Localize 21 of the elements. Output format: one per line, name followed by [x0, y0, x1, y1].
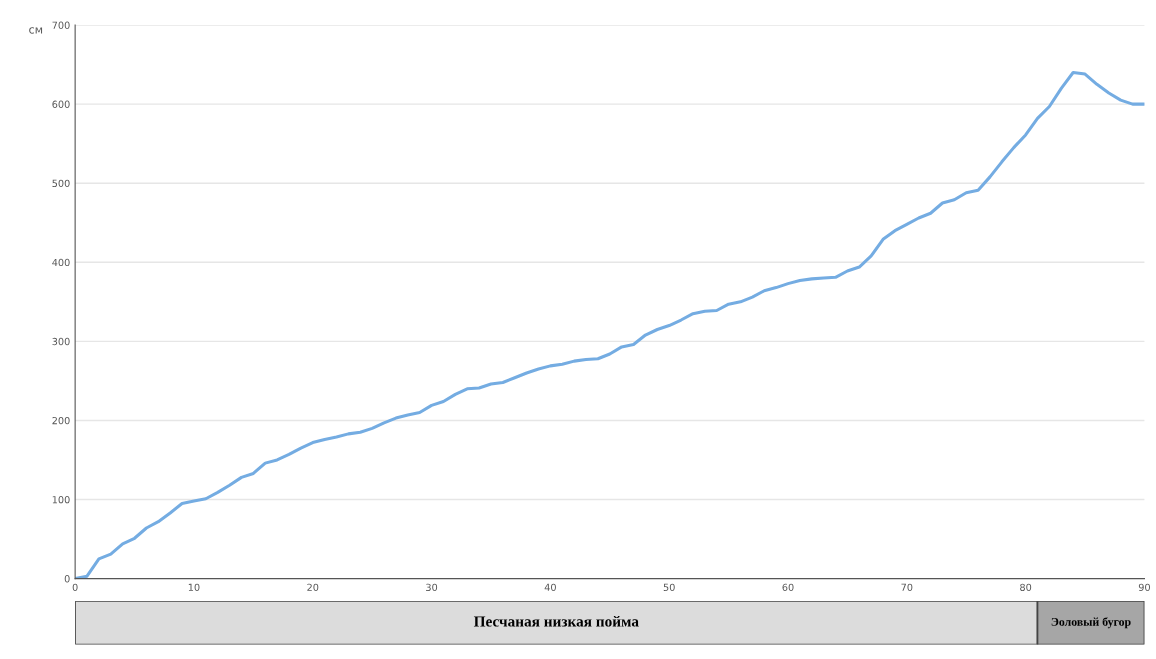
x-tick-label: 70	[901, 583, 913, 591]
x-tick-label: 80	[1020, 583, 1032, 591]
y-tick-label: 500	[52, 179, 70, 188]
y-tick-label: 700	[52, 21, 70, 29]
y-tick-label: 300	[52, 337, 70, 346]
x-tick-label: 50	[663, 583, 675, 591]
series-label: Эоловый бугор	[1051, 617, 1131, 629]
x-tick-label: 40	[544, 583, 556, 591]
y-tick-label: 200	[52, 416, 70, 425]
x-tick-label: 20	[307, 583, 319, 591]
x-tick-label: 10	[188, 583, 200, 591]
x-tick-label: 60	[782, 583, 794, 591]
y-tick-label: 100	[52, 496, 70, 504]
x-tick-label: 0	[72, 583, 78, 591]
series-label: Песчаная низкая пойма	[473, 615, 639, 627]
x-tick-label: 90	[1138, 583, 1150, 591]
x-tick-label: 30	[426, 583, 438, 591]
y-tick-label: 600	[52, 100, 70, 108]
y-tick-label: 400	[52, 258, 70, 267]
y-tick-label: 0	[64, 575, 70, 583]
y-axis-title: см	[29, 27, 43, 34]
